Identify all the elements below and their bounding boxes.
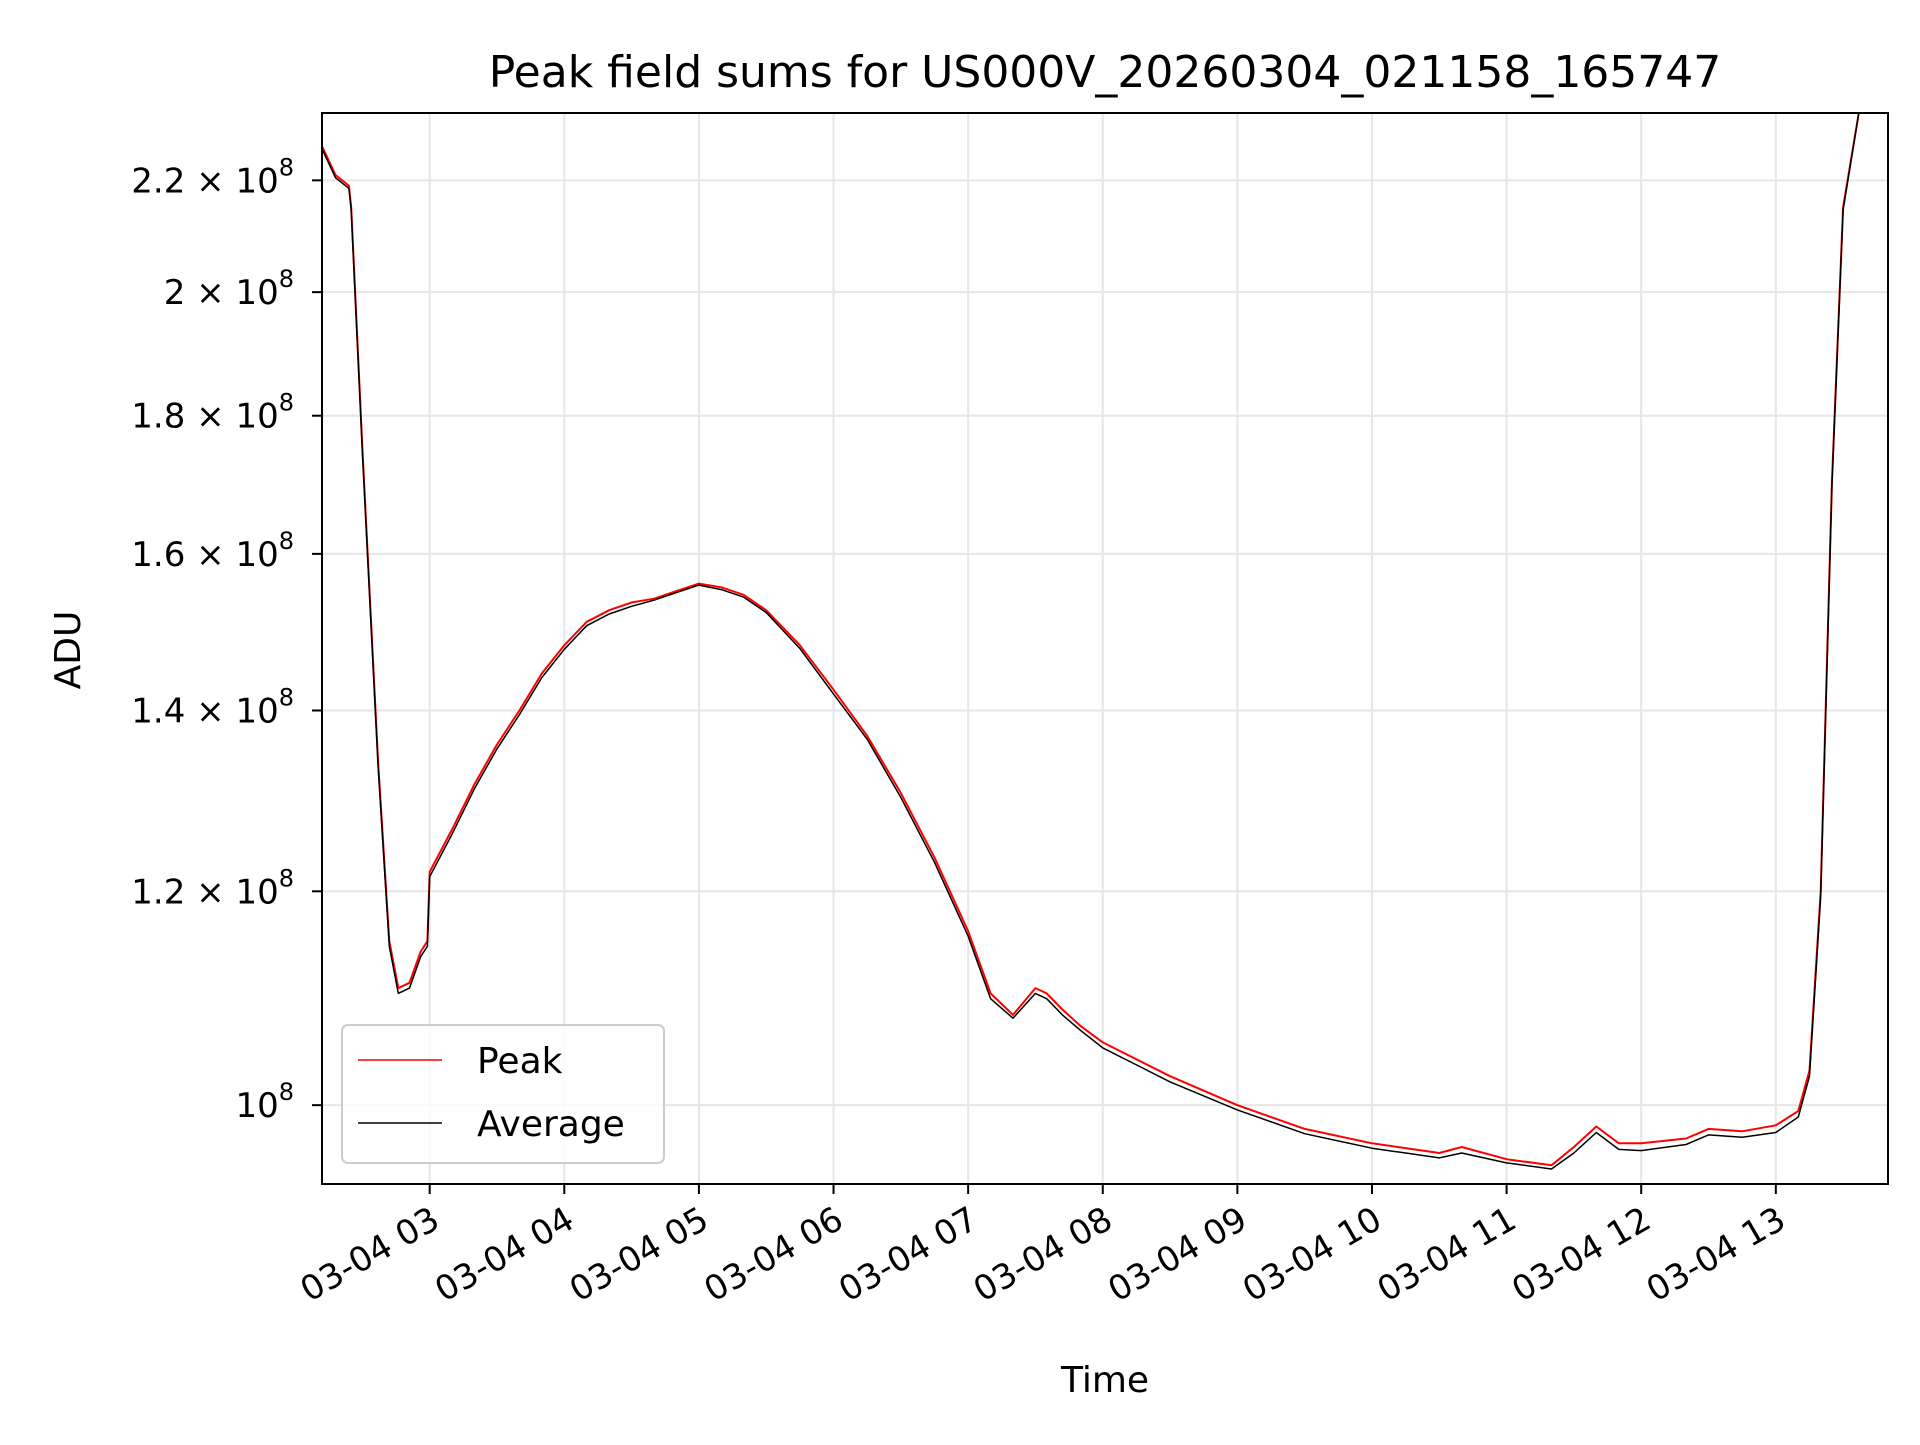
y-tick-mantissa: 1.2 × 10 [131, 872, 278, 912]
y-tick-label: 1.2 × 108 [131, 864, 294, 912]
y-tick-exponent: 8 [279, 265, 294, 293]
y-tick-mantissa: 1.4 × 10 [131, 691, 278, 731]
y-tick-exponent: 8 [279, 683, 294, 711]
y-tick-label: 2 × 108 [164, 265, 294, 313]
y-tick-exponent: 8 [279, 153, 294, 181]
y-tick-exponent: 8 [279, 1078, 294, 1106]
y-tick-mantissa: 2 × 10 [164, 273, 279, 313]
y-tick-exponent: 8 [279, 389, 294, 417]
chart-title: Peak field sums for US000V_20260304_0211… [489, 47, 1722, 98]
y-tick-label: 1.4 × 108 [131, 683, 294, 731]
y-tick-exponent: 8 [279, 527, 294, 555]
x-axis-label: Time [1060, 1360, 1149, 1401]
plot-frame [321, 112, 1889, 1185]
y-tick-label: 1.6 × 108 [131, 527, 294, 575]
legend-label-peak: Peak [477, 1041, 563, 1082]
y-tick-mantissa: 2.2 × 10 [131, 161, 278, 201]
grid [322, 113, 1888, 1184]
y-tick-label: 108 [235, 1078, 294, 1126]
y-axis-label: ADU [48, 611, 89, 690]
legend: Peak Average [341, 1024, 665, 1164]
series-layer [322, 113, 1888, 1170]
y-tick-mantissa: 1.8 × 10 [131, 397, 278, 437]
y-tick-label: 1.8 × 108 [131, 389, 294, 437]
y-tick-label: 2.2 × 108 [131, 153, 294, 201]
series-line-average [322, 113, 1888, 1170]
legend-label-average: Average [477, 1104, 625, 1145]
y-tick-mantissa: 1.6 × 10 [131, 535, 278, 575]
y-tick-exponent: 8 [279, 864, 294, 892]
y-tick-mantissa: 10 [235, 1086, 278, 1126]
